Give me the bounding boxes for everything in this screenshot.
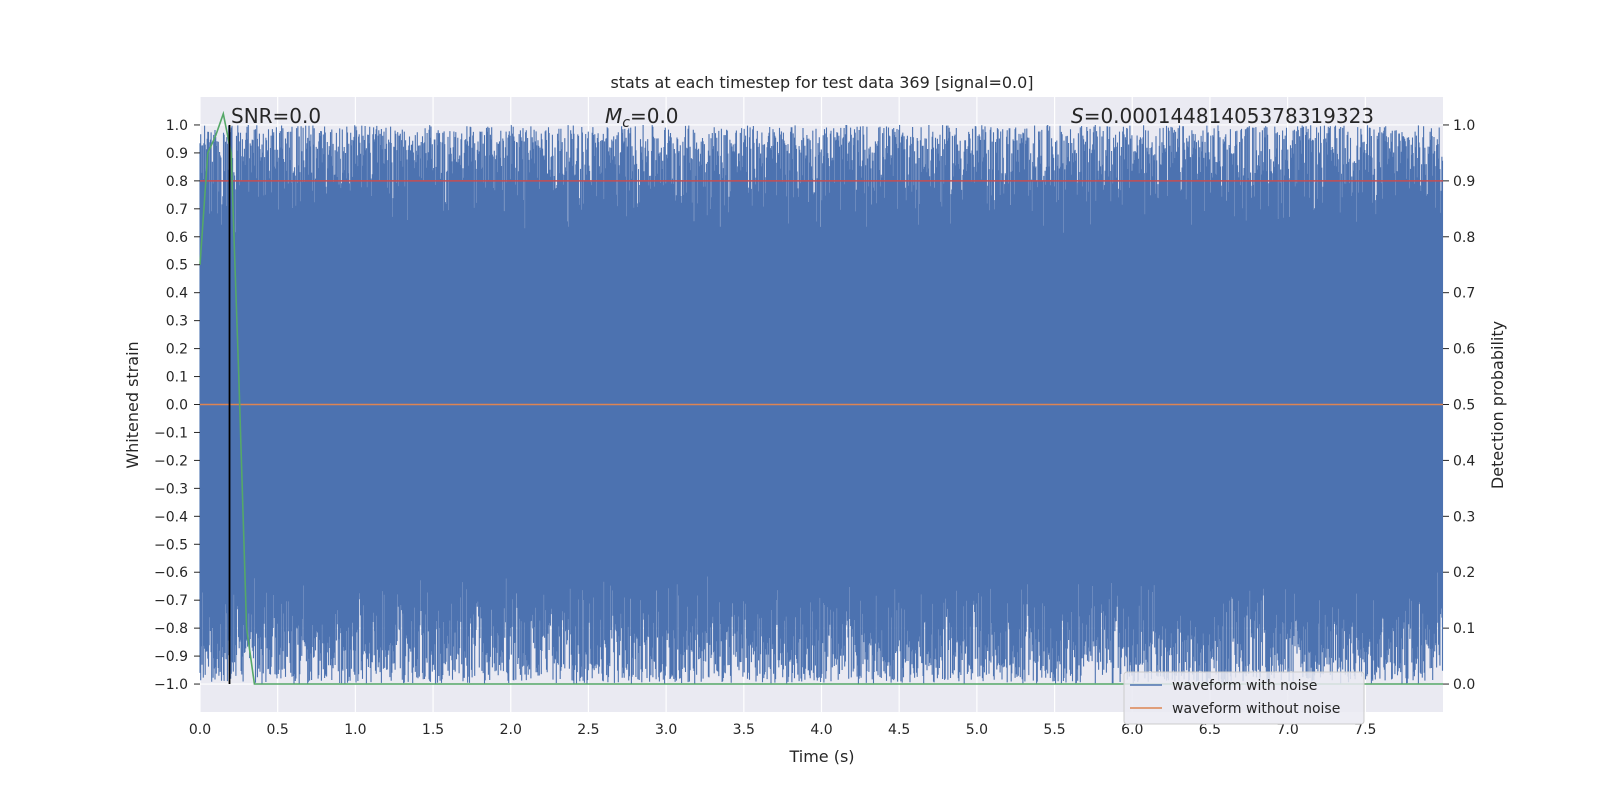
s-statistic-value: =0.00014481405378319323 [1084,104,1374,128]
y-tick-label: −0.6 [154,565,188,581]
legend-box [1123,671,1365,725]
y-tick-label: 0.0 [166,398,188,414]
x-tick-label: 4.5 [888,722,910,738]
y-tick-label: −0.2 [154,453,188,469]
x-tick-label: 7.5 [1354,722,1376,738]
x-tick-label: 7.0 [1276,722,1298,738]
x-tick-label: 5.0 [966,722,988,738]
x-tick-label: 3.0 [655,722,677,738]
y-tick-label: −0.1 [154,425,188,441]
chirp-mass-subscript: c [622,115,630,131]
y-tick-label: 0.9 [166,146,188,162]
y-tick-label: −0.4 [154,509,188,525]
x-tick-label: 2.5 [577,722,599,738]
probability-trace [199,110,1443,685]
x-tick-label: 3.5 [733,722,755,738]
s-statistic-annotation: S=0.00014481405378319323 [1071,104,1374,128]
detection-probability-series [199,110,1443,685]
legend: waveform with noise waveform without noi… [1123,671,1365,725]
x-tick-label: 6.5 [1199,722,1221,738]
chirp-mass-symbol: M [605,104,622,128]
y-right-tick-label: 0.3 [1453,509,1475,525]
x-tick-label: 2.0 [500,722,522,738]
y-right-axis-ticks: 1.0 0.9 0.8 0.7 0.6 0.5 0.4 0.3 0.2 0.1 0.0 [1443,118,1475,693]
x-tick-label: 4.0 [810,722,832,738]
y-tick-label: 0.8 [166,174,188,190]
y-tick-label: −0.8 [154,621,188,637]
y-right-tick-label: 0.6 [1453,342,1475,358]
y-tick-label: −0.7 [154,593,188,609]
y-tick-label: −0.3 [154,481,188,497]
y-tick-label: 0.6 [166,230,188,246]
y-right-tick-label: 0.5 [1453,398,1475,414]
x-tick-label: 1.5 [422,722,444,738]
y-right-tick-label: 0.1 [1453,621,1475,637]
noise-trace [199,125,1444,684]
y-tick-label: 0.7 [166,202,188,218]
x-tick-label: 0.0 [189,722,211,738]
x-tick-label: 6.0 [1121,722,1143,738]
y-right-tick-label: 1.0 [1453,118,1475,134]
x-tick-label: 0.5 [267,722,289,738]
chirp-mass-value: =0.0 [630,104,679,128]
x-axis-ticks: 0.0 0.5 1.0 1.5 2.0 2.5 3.0 3.5 4.0 4.5 5.0 5.5 6.0 6… [189,722,1377,738]
y-right-tick-label: 0.4 [1453,453,1475,469]
y-axis-label: Whitened strain [123,341,142,468]
y-tick-label: 0.4 [166,286,188,302]
y-tick-label: −0.5 [154,537,188,553]
chart-title: stats at each timestep for test data 369… [610,73,1033,92]
y-right-axis-label: Detection probability [1488,321,1507,489]
s-statistic-symbol: S [1071,104,1084,128]
x-tick-label: 1.0 [344,722,366,738]
y-right-tick-label: 0.9 [1453,174,1475,190]
y-right-tick-label: 0.8 [1453,230,1475,246]
x-tick-label: 5.5 [1043,722,1065,738]
y-right-tick-label: 0.0 [1453,677,1475,693]
y-right-tick-label: 0.2 [1453,565,1475,581]
snr-annotation: SNR=0.0 [231,104,321,128]
legend-label-clean: waveform without noise [1172,701,1340,717]
y-tick-label: 0.5 [166,258,188,274]
y-tick-label: 0.1 [166,370,188,386]
y-tick-label: 0.3 [166,314,188,330]
y-tick-label: −0.9 [154,649,188,665]
y-axis-ticks: 1.0 0.9 0.8 0.7 0.6 0.5 0.4 0.3 0.2 0.1 0.0 −0.1 −0.… [154,118,200,693]
legend-label-noise: waveform with noise [1172,678,1317,694]
x-axis-label: Time (s) [788,747,854,766]
y-tick-label: −1.0 [154,677,188,693]
y-tick-label: 0.2 [166,342,188,358]
y-tick-label: 1.0 [166,118,188,134]
chirp-mass-annotation: Mc=0.0 [605,104,679,131]
y-right-tick-label: 0.7 [1453,286,1475,302]
